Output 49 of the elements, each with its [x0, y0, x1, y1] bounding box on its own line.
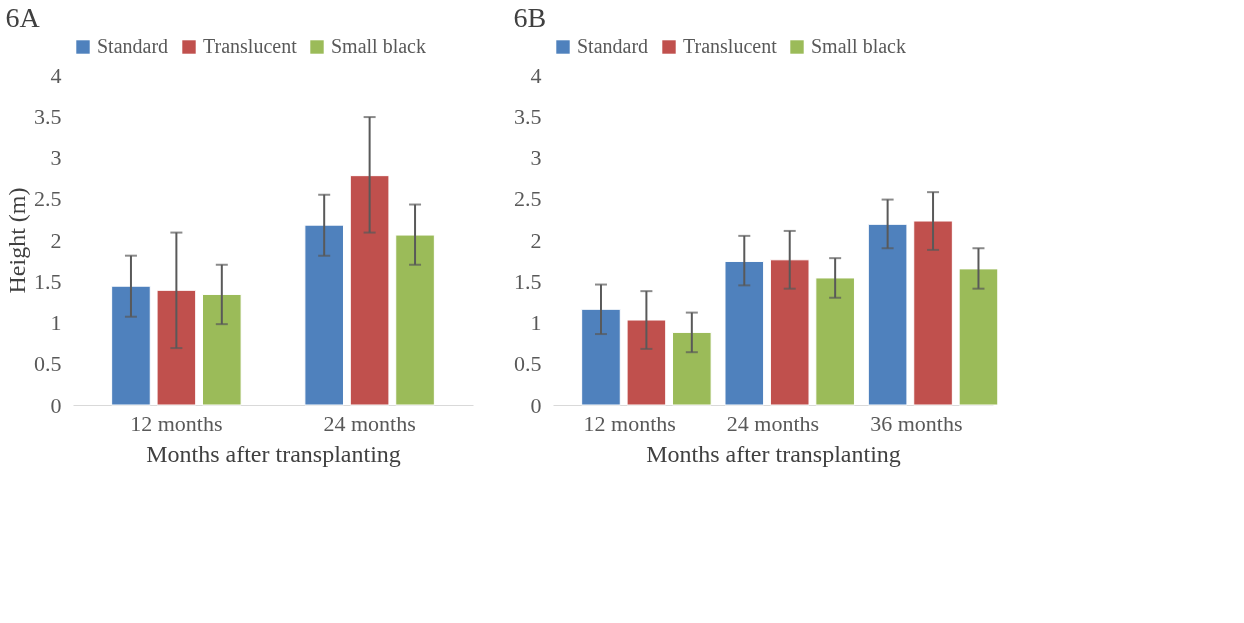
x-tick-label: 24 months — [726, 410, 820, 436]
legend-label: Translucent — [203, 35, 298, 57]
x-axis-title: Months after transplanting — [646, 440, 901, 467]
bar — [724, 260, 765, 406]
y-tick-label: 2 — [530, 227, 542, 253]
y-tick-label: 1 — [50, 310, 62, 335]
bar — [626, 319, 667, 406]
bar — [304, 224, 344, 406]
y-tick-label: 3 — [530, 145, 542, 170]
bar — [672, 331, 712, 406]
bar — [769, 259, 810, 406]
legend-label: Standard — [577, 35, 649, 57]
bar — [202, 293, 242, 406]
legend-label: Small black — [331, 35, 426, 57]
y-tick-label: 1.5 — [514, 268, 542, 294]
x-tick-label: 36 months — [870, 410, 963, 436]
bar — [349, 175, 390, 406]
x-tick-label: 12 months — [130, 410, 223, 436]
y-tick-label: 4 — [530, 62, 542, 88]
y-tick-label: 0.5 — [34, 351, 62, 377]
bar — [867, 223, 908, 406]
y-tick-label: 3.5 — [34, 103, 62, 129]
legend-label: Small black — [811, 35, 906, 57]
y-tick-label: 2 — [50, 227, 62, 253]
y-tick-label: 0 — [50, 392, 62, 418]
y-tick-label: 3.5 — [514, 103, 542, 129]
bar — [958, 268, 999, 406]
x-tick-label: 12 months — [583, 410, 676, 436]
bar — [815, 277, 855, 406]
y-tick-label: 0.5 — [514, 351, 542, 377]
legend-label: Translucent — [683, 35, 778, 57]
bar — [111, 285, 151, 406]
bar — [913, 220, 953, 406]
y-tick-label: 2.5 — [34, 186, 62, 212]
y-tick-label: 0 — [530, 392, 542, 418]
x-tick-label: 24 months — [323, 410, 416, 436]
x-axis-title: Months after transplanting — [146, 440, 401, 467]
chart-title: 6B — [513, 2, 547, 33]
y-tick-label: 1 — [530, 310, 542, 335]
y-tick-label: 2.5 — [514, 186, 542, 212]
legend-label: Standard — [97, 35, 169, 57]
bar — [395, 234, 435, 406]
y-tick-label: 4 — [50, 62, 62, 88]
y-tick-label: 1.5 — [34, 268, 62, 294]
y-tick-label: 3 — [50, 145, 62, 170]
bar — [581, 308, 621, 406]
chart-title: 6A — [5, 2, 41, 33]
y-axis-title: Height (m) — [4, 187, 30, 294]
bar — [156, 289, 197, 406]
